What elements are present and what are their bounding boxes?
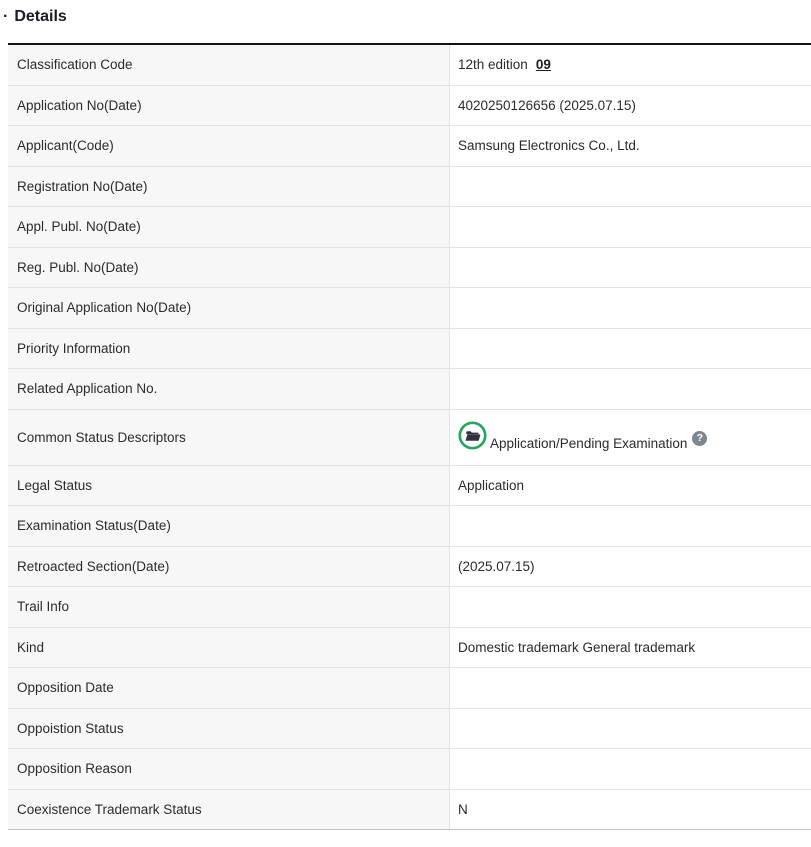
row-label: Registration No(Date) (8, 166, 450, 206)
table-row: Legal Status Application (8, 465, 811, 506)
row-label: Application No(Date) (8, 85, 450, 125)
row-value: Samsung Electronics Co., Ltd. (450, 126, 811, 166)
row-label: Opposition Reason (8, 749, 450, 789)
table-row: Classification Code 12th edition 09 (8, 45, 811, 86)
row-label: Applicant(Code) (8, 126, 450, 166)
row-label: Appl. Publ. No(Date) (8, 207, 450, 247)
row-value (450, 207, 811, 247)
table-row: Applicant(Code) Samsung Electronics Co., … (8, 126, 811, 167)
table-row: Reg. Publ. No(Date) (8, 247, 811, 288)
row-value (450, 166, 811, 206)
row-value: 4020250126656 (2025.07.15) (450, 85, 811, 125)
table-row: Registration No(Date) (8, 166, 811, 207)
help-icon[interactable]: ? (692, 430, 708, 446)
row-value: (2025.07.15) (450, 546, 811, 586)
title-text: Details (14, 8, 67, 25)
row-value: Domestic trademark General trademark (450, 627, 811, 667)
row-label: Original Application No(Date) (8, 288, 450, 328)
row-label: Reg. Publ. No(Date) (8, 247, 450, 287)
row-value (450, 668, 811, 708)
row-label: Examination Status(Date) (8, 506, 450, 546)
row-value (450, 369, 811, 409)
row-label: Opposition Date (8, 668, 450, 708)
row-label: Priority Information (8, 328, 450, 368)
row-value: Application/Pending Examination? (450, 409, 811, 465)
table-row: Priority Information (8, 328, 811, 369)
row-value: 12th edition 09 (450, 45, 811, 85)
row-label: Related Application No. (8, 369, 450, 409)
table-row: Oppoistion Status (8, 708, 811, 749)
row-value (450, 328, 811, 368)
row-value (450, 708, 811, 748)
open-folder-icon (458, 420, 487, 450)
table-row: Coexistence Trademark Status N (8, 789, 811, 830)
row-label: Retroacted Section(Date) (8, 546, 450, 586)
section-title: · Details (3, 7, 811, 27)
table-row: Appl. Publ. No(Date) (8, 207, 811, 248)
row-value (450, 506, 811, 546)
table-row: Original Application No(Date) (8, 288, 811, 329)
open-folder-icon-svg (458, 420, 487, 450)
classification-code-link[interactable]: 09 (535, 57, 551, 73)
table-row: Opposition Reason (8, 749, 811, 790)
row-value (450, 587, 811, 627)
table-row: Trail Info (8, 587, 811, 628)
table-row: Retroacted Section(Date) (2025.07.15) (8, 546, 811, 587)
row-value: Application (450, 465, 811, 505)
row-value (450, 247, 811, 287)
status-text: Application/Pending Examination (490, 435, 688, 451)
row-value (450, 288, 811, 328)
table-row: Opposition Date (8, 668, 811, 709)
table-row: Related Application No. (8, 369, 811, 410)
row-label: Common Status Descriptors (8, 409, 450, 465)
value-text: 12th edition (458, 57, 528, 73)
row-label: Classification Code (8, 45, 450, 85)
table-row: Application No(Date) 4020250126656 (2025.… (8, 85, 811, 126)
row-value (450, 749, 811, 789)
row-label: Legal Status (8, 465, 450, 505)
details-table: Classification Code 12th edition 09 Applica… (8, 43, 811, 830)
title-bullet: · (3, 8, 9, 25)
row-label: Oppoistion Status (8, 708, 450, 748)
table-row: Examination Status(Date) (8, 506, 811, 547)
row-label: Trail Info (8, 587, 450, 627)
row-label: Kind (8, 627, 450, 667)
row-label: Coexistence Trademark Status (8, 789, 450, 829)
table-row: Common Status Descriptors Application/Pen… (8, 409, 811, 466)
row-value: N (450, 789, 811, 829)
table-row: Kind Domestic trademark General trademark (8, 627, 811, 668)
